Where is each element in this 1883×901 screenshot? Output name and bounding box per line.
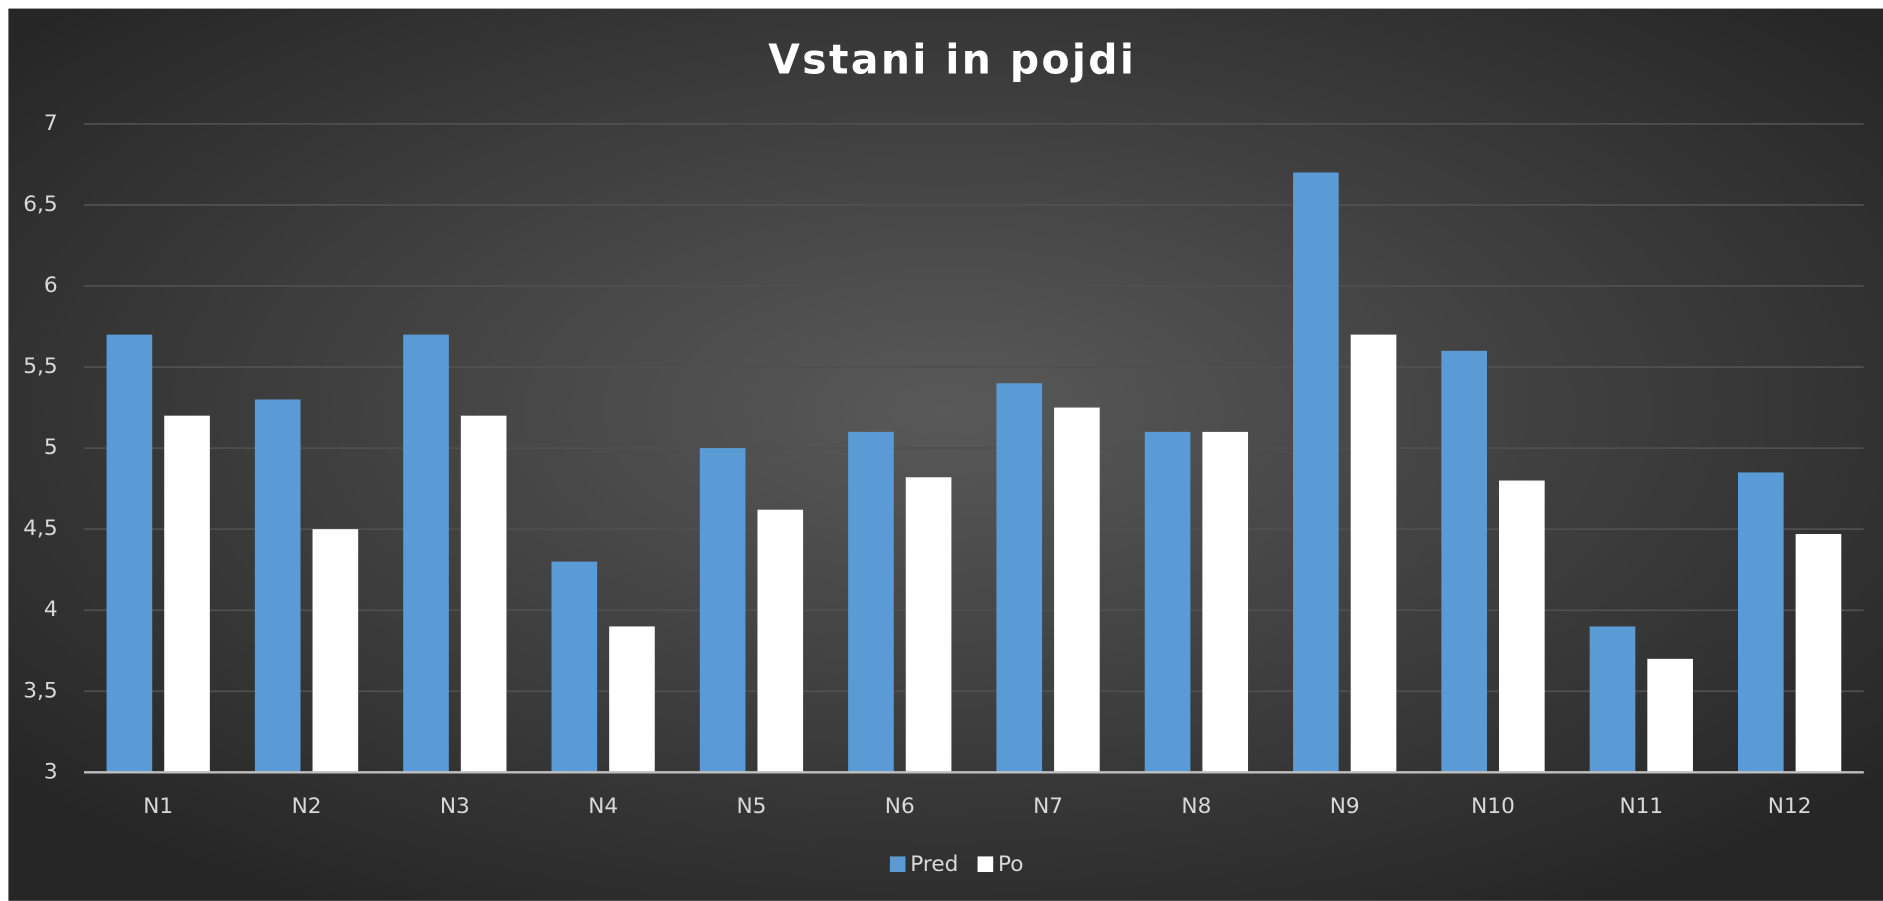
x-tick-label: N3 [440,794,470,819]
y-tick-label: 4 [44,597,58,622]
bar [699,448,746,773]
y-tick-label: 6,5 [23,192,57,217]
bar [848,431,894,773]
y-tick-label: 5 [44,435,58,460]
bar [1054,407,1100,773]
x-tick-label: N8 [1181,794,1211,819]
bar [1350,334,1397,773]
bar [1293,172,1339,773]
x-tick-label: N5 [736,794,766,819]
bar [1499,480,1545,773]
y-tick-label: 6 [44,273,58,298]
bar [403,334,449,773]
bar [254,399,301,773]
x-tick-label: N10 [1471,794,1515,819]
bar [996,383,1043,773]
y-tick-label: 3,5 [23,678,57,703]
x-tick-label: N4 [588,794,618,819]
bar [106,334,153,773]
legend-swatch [889,856,906,873]
bar [1737,472,1784,773]
bar [1441,350,1488,773]
y-tick-label: 7 [44,111,58,136]
y-tick-label: 4,5 [23,516,57,541]
bar [164,415,210,773]
x-tick-label: N2 [292,794,322,819]
bar [1144,431,1191,773]
bar [1647,658,1693,773]
bar [757,509,804,773]
legend-label: Pred [910,852,958,877]
x-tick-label: N12 [1768,794,1812,819]
bar [609,626,655,773]
legend-swatch [977,856,994,873]
bar [1202,431,1249,773]
x-tick-label: N7 [1033,794,1063,819]
bar [1795,534,1842,773]
y-tick-label: 3 [44,759,58,784]
x-tick-label: N1 [143,794,173,819]
x-tick-label: N6 [885,794,915,819]
legend-label: Po [998,852,1023,877]
bar [312,529,359,773]
x-tick-label: N9 [1330,794,1360,819]
bar [905,477,952,773]
bar [551,561,598,773]
chart-title: Vstani in pojdi [768,36,1136,84]
bar [460,415,507,773]
bar [1589,626,1636,773]
x-tick-label: N11 [1619,794,1663,819]
y-tick-label: 5,5 [23,354,57,379]
